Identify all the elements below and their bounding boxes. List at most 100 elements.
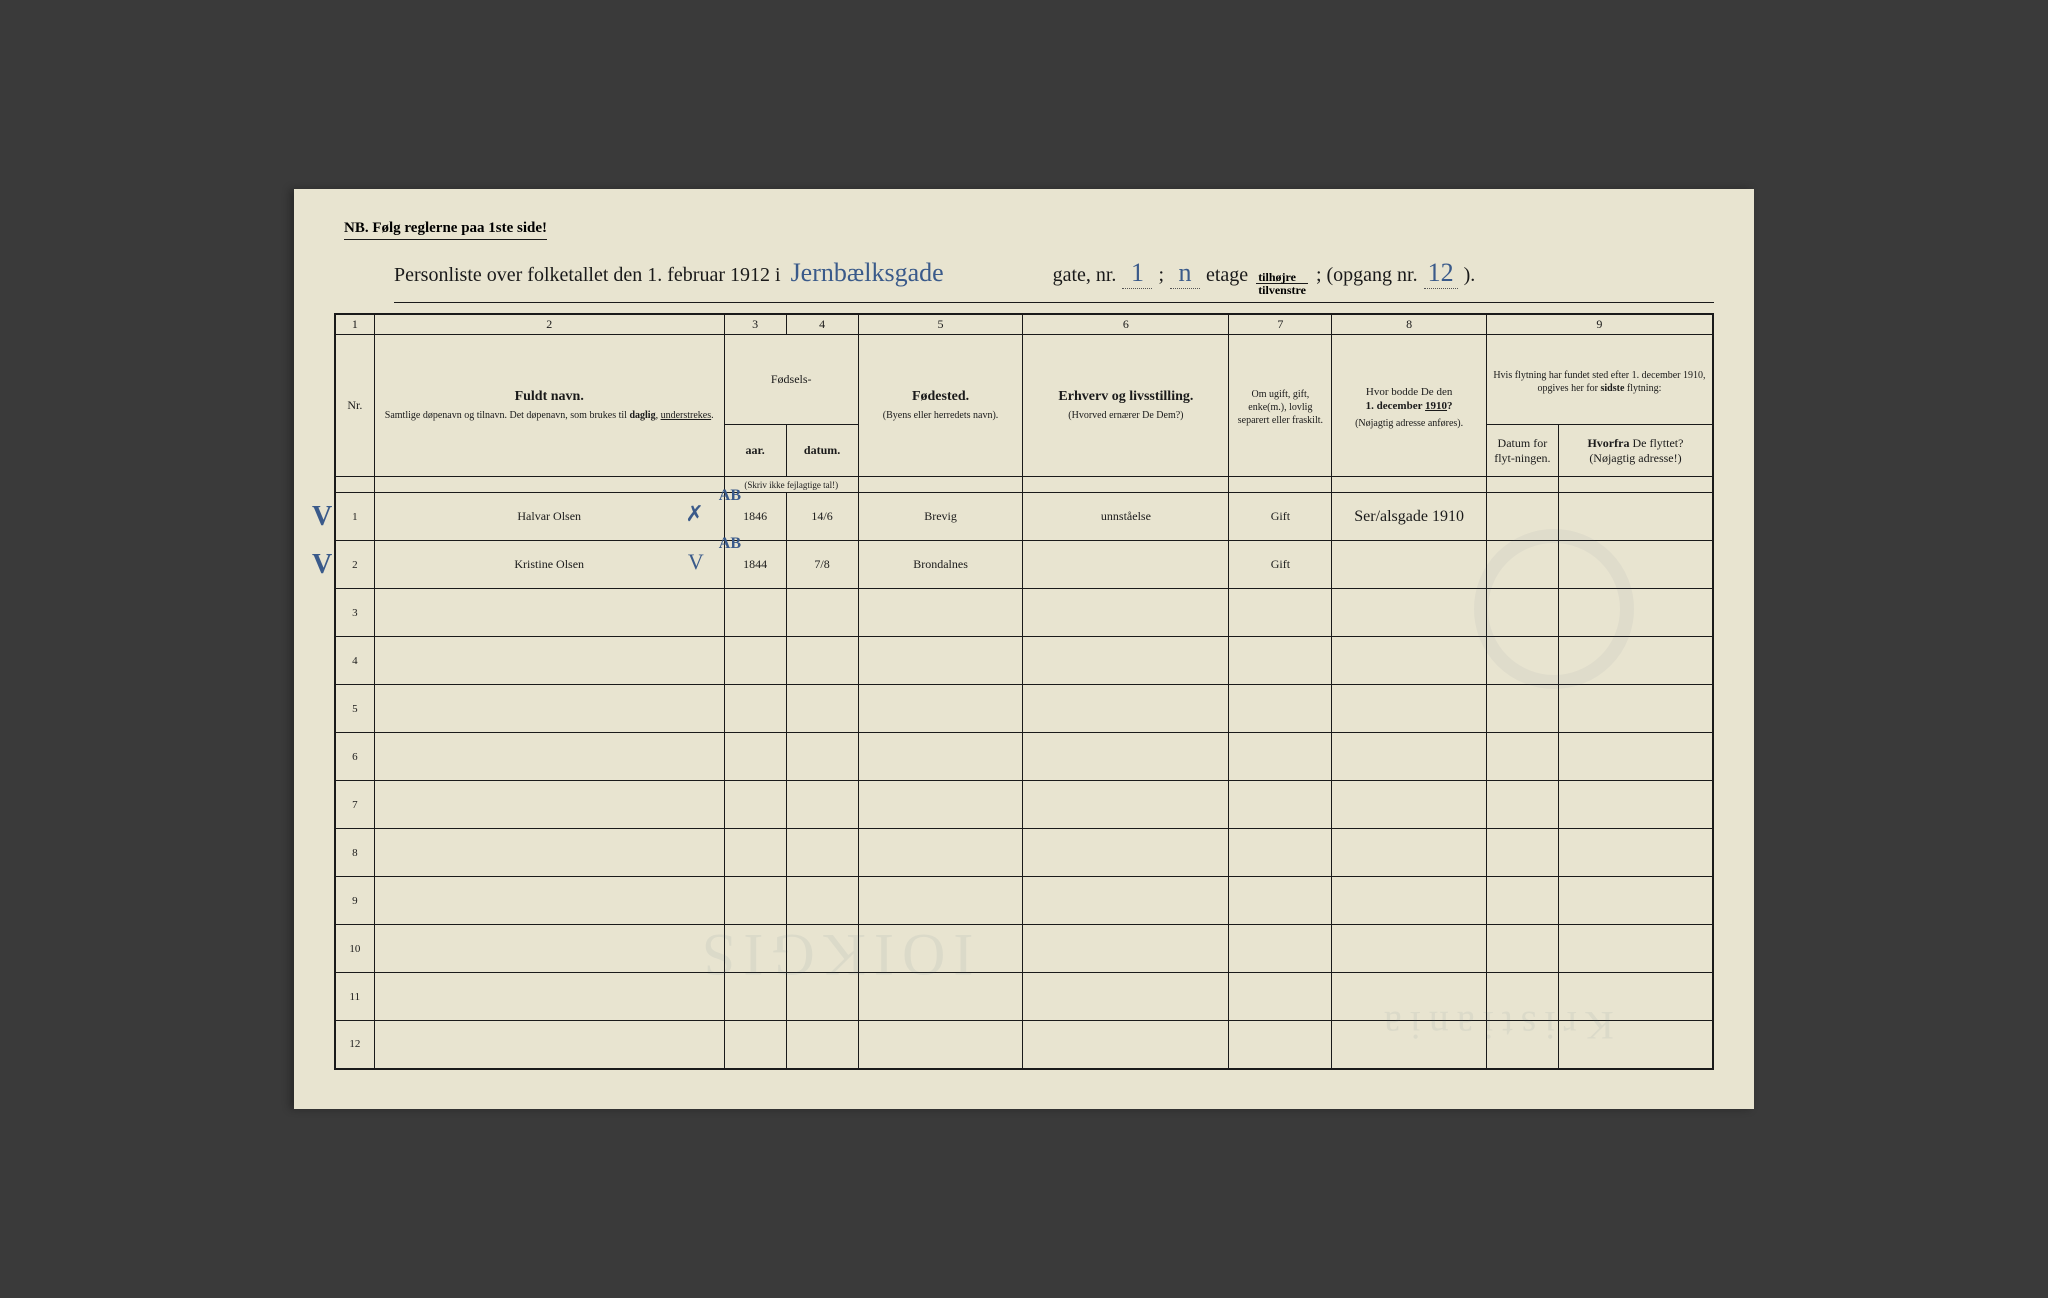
row-aar [724, 589, 786, 637]
row-flyt-datum [1486, 973, 1558, 1021]
row-flyt-datum [1486, 493, 1558, 541]
row-nr: 4 [335, 637, 374, 685]
row-erhverv [1023, 685, 1229, 733]
row-fodested [858, 733, 1023, 781]
table-row: 12 [335, 1021, 1713, 1069]
row-datum [786, 925, 858, 973]
row-fodested [858, 637, 1023, 685]
row-erhverv [1023, 829, 1229, 877]
row-navn [374, 829, 724, 877]
row-nr: 6 [335, 733, 374, 781]
street-name: Jernbælksgade [787, 258, 1047, 288]
row-erhverv [1023, 637, 1229, 685]
row-datum [786, 733, 858, 781]
row-bodde [1332, 685, 1486, 733]
table-row: 2VKristine OlsenV1844AB7/8BrondalnesGift [335, 541, 1713, 589]
hdr-fodsels: Fødsels- [724, 335, 858, 425]
row-bodde: Ser/alsgade 1910 [1332, 493, 1486, 541]
row-bodde [1332, 589, 1486, 637]
row-flyt-hvor [1558, 493, 1713, 541]
table-row: 11 [335, 973, 1713, 1021]
row-aar [724, 1021, 786, 1069]
row-flyt-hvor [1558, 925, 1713, 973]
colnum-1: 1 [335, 314, 374, 335]
row-flyt-hvor [1558, 829, 1713, 877]
row-fodested [858, 877, 1023, 925]
colnum-3: 3 [724, 314, 786, 335]
row-bodde [1332, 1021, 1486, 1069]
etage-label: etage [1206, 264, 1248, 287]
hdr-aar-text: aar. [746, 443, 765, 457]
row-aar [724, 733, 786, 781]
row-aar [724, 973, 786, 1021]
ab-mark: AB [719, 487, 741, 505]
row-flyt-datum [1486, 541, 1558, 589]
row-navn [374, 925, 724, 973]
table-row: 6 [335, 733, 1713, 781]
colnum-5: 5 [858, 314, 1023, 335]
hdr-navn-main: Fuldt navn. [515, 389, 584, 404]
row-datum [786, 589, 858, 637]
row-fodested: Brevig [858, 493, 1023, 541]
row-erhverv [1023, 541, 1229, 589]
colnum-4: 4 [786, 314, 858, 335]
row-nr: 8 [335, 829, 374, 877]
row-status [1229, 637, 1332, 685]
table-row: 4 [335, 637, 1713, 685]
colnum-6: 6 [1023, 314, 1229, 335]
row-bodde [1332, 829, 1486, 877]
hdr-ugift: Om ugift, gift, enke(m.), lovlig separer… [1229, 335, 1332, 477]
row-navn [374, 589, 724, 637]
row-fodested [858, 829, 1023, 877]
hdr-ugift-text: Om ugift, gift, enke(m.), lovlig separer… [1233, 388, 1327, 427]
header-row: Nr. Fuldt navn. Samtlige døpenavn og til… [335, 335, 1713, 425]
column-number-row: 1 2 3 4 5 6 7 8 9 [335, 314, 1713, 335]
row-navn [374, 877, 724, 925]
opgang-nr: 12 [1424, 258, 1458, 289]
row-fodested [858, 973, 1023, 1021]
row-datum [786, 829, 858, 877]
row-flyt-hvor [1558, 781, 1713, 829]
row-flyt-datum [1486, 589, 1558, 637]
row-flyt-datum [1486, 781, 1558, 829]
row-flyt-hvor [1558, 733, 1713, 781]
row-datum [786, 781, 858, 829]
row-bodde [1332, 925, 1486, 973]
row-navn [374, 685, 724, 733]
row-status [1229, 1021, 1332, 1069]
row-navn [374, 781, 724, 829]
row-nr: 1V [335, 493, 374, 541]
row-bodde [1332, 973, 1486, 1021]
row-aar [724, 877, 786, 925]
row-fodested [858, 781, 1023, 829]
hdr-flyt-datum-text: Datum for flyt-ningen. [1494, 436, 1550, 465]
row-nr: 10 [335, 925, 374, 973]
row-nr: 5 [335, 685, 374, 733]
hdr-fodested: Fødested. (Byens eller herredets navn). [858, 335, 1023, 477]
row-flyt-datum [1486, 637, 1558, 685]
row-status [1229, 589, 1332, 637]
row-datum: 14/6 [786, 493, 858, 541]
table-row: 7 [335, 781, 1713, 829]
checkmark-icon: V [312, 501, 332, 533]
row-navn [374, 733, 724, 781]
row-navn: Halvar Olsen✗ [374, 493, 724, 541]
row-status [1229, 829, 1332, 877]
close-paren: ). [1464, 264, 1476, 287]
row-flyt-datum [1486, 925, 1558, 973]
table-row: 10 [335, 925, 1713, 973]
row-nr: 7 [335, 781, 374, 829]
row-aar [724, 637, 786, 685]
row-navn [374, 1021, 724, 1069]
row-aar [724, 685, 786, 733]
row-datum [786, 685, 858, 733]
title-prefix: Personliste over folketallet den 1. febr… [394, 264, 781, 287]
hdr-fodested-sub: (Byens eller herredets navn). [863, 409, 1019, 422]
row-erhverv: unnståelse [1023, 493, 1229, 541]
table-row: 8 [335, 829, 1713, 877]
row-datum [786, 973, 858, 1021]
hdr-nr: Nr. [335, 335, 374, 477]
hdr-bodde: Hvor bodde De den1. december 1910? (Nøja… [1332, 335, 1486, 477]
table-row: 3 [335, 589, 1713, 637]
row-status [1229, 781, 1332, 829]
